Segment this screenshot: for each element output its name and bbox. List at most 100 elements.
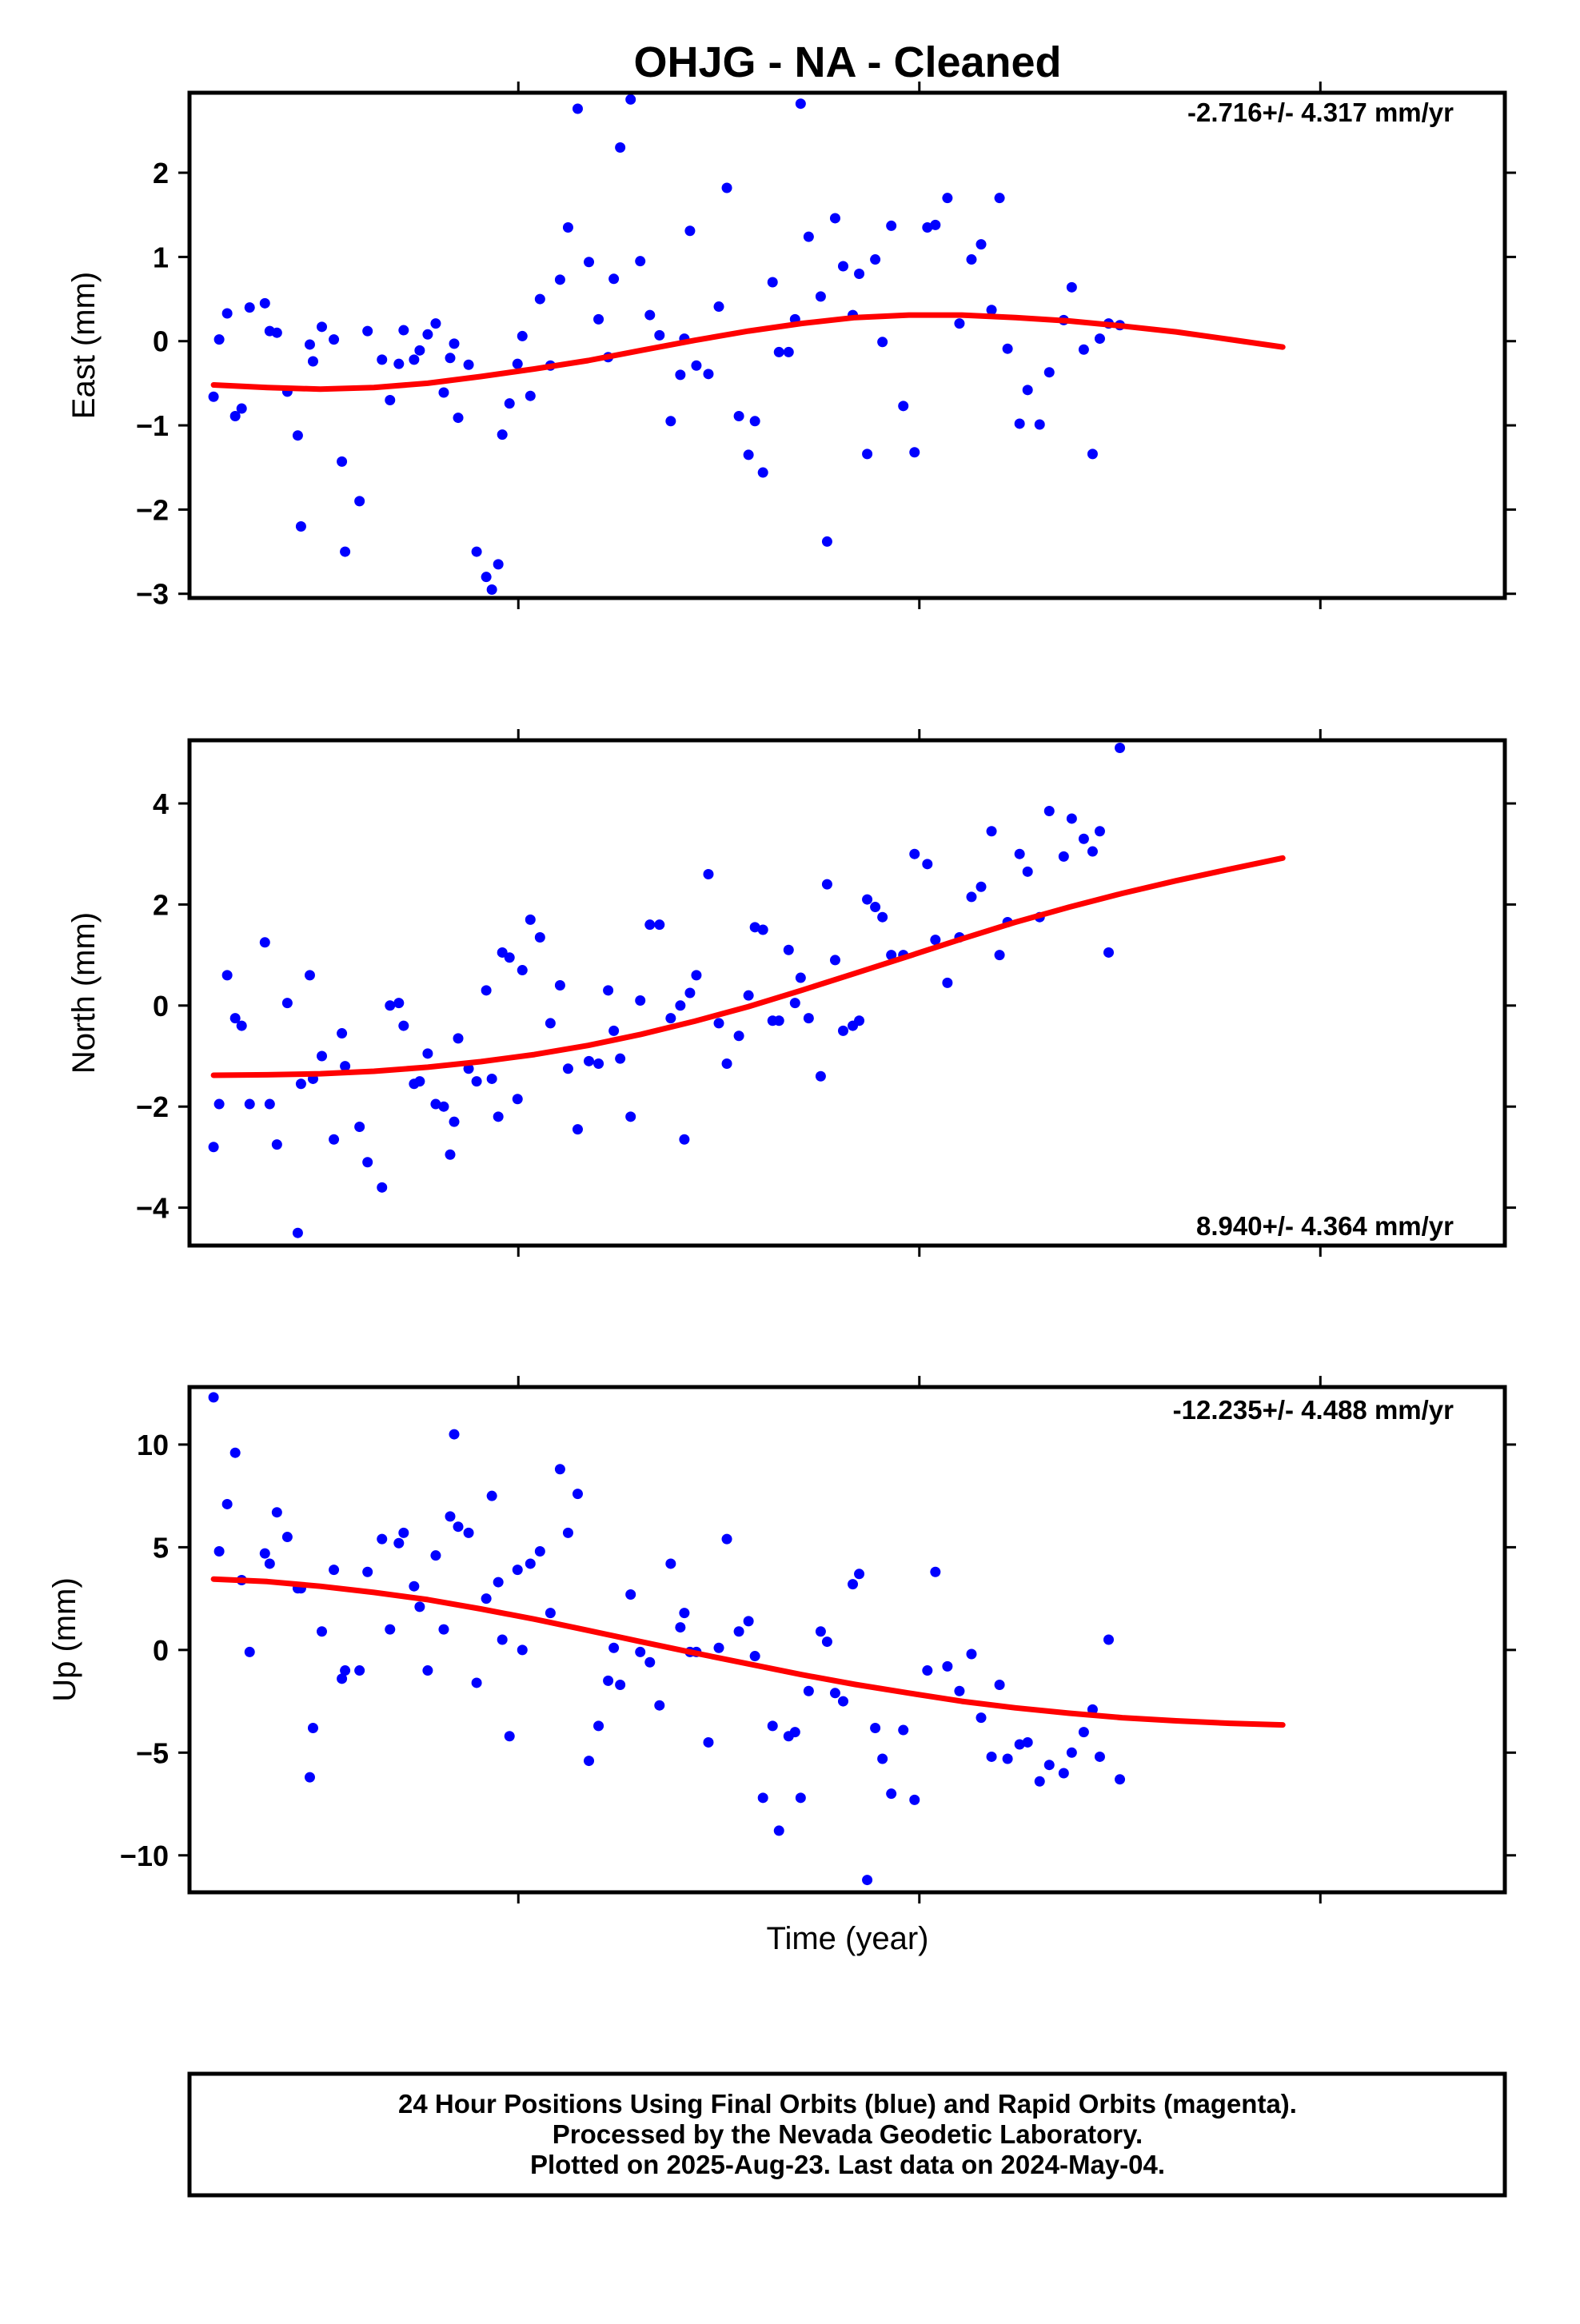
data-point <box>994 950 1005 961</box>
y-axis-label: East (mm) <box>66 272 102 419</box>
data-point <box>757 1792 768 1804</box>
data-point <box>1034 1776 1045 1787</box>
data-point <box>393 998 405 1009</box>
data-point <box>329 1565 340 1576</box>
data-point <box>449 1116 460 1127</box>
data-point <box>625 1111 636 1122</box>
data-point <box>229 1447 241 1458</box>
y-tick-label: −1 <box>136 409 169 442</box>
data-point <box>304 339 315 350</box>
data-point <box>713 1642 724 1653</box>
data-point <box>354 496 365 507</box>
data-point <box>954 1685 965 1696</box>
data-point <box>1034 419 1045 430</box>
data-point <box>942 193 953 204</box>
data-point <box>354 1121 365 1132</box>
data-point <box>1087 1704 1098 1715</box>
data-point <box>340 546 351 557</box>
data-point <box>789 998 800 1009</box>
data-point <box>615 142 626 153</box>
data-point <box>317 321 328 333</box>
data-point <box>966 1648 977 1660</box>
data-point <box>1022 866 1033 877</box>
data-point <box>815 1626 826 1637</box>
data-point <box>1066 813 1077 824</box>
data-point <box>221 1498 233 1509</box>
data-point <box>733 410 744 421</box>
data-point <box>430 1550 441 1561</box>
data-point <box>691 360 702 371</box>
data-point <box>497 429 508 440</box>
data-point <box>608 1642 620 1653</box>
data-point <box>584 257 595 268</box>
data-point <box>362 1157 373 1168</box>
data-point <box>414 1076 425 1087</box>
data-point <box>703 1736 714 1748</box>
data-point <box>829 1688 840 1699</box>
data-point <box>337 1028 348 1039</box>
footer-line-3: Plotted on 2025-Aug-23. Last data on 202… <box>530 2150 1165 2179</box>
plot-frame <box>187 1385 1507 1895</box>
data-point <box>803 1685 814 1696</box>
y-tick-label: 2 <box>153 888 169 921</box>
data-point <box>615 1680 626 1691</box>
data-point <box>572 1124 583 1135</box>
data-point <box>909 1794 920 1805</box>
data-point <box>244 302 255 313</box>
data-point <box>644 919 656 931</box>
data-point <box>679 1608 690 1619</box>
data-point <box>837 261 848 272</box>
data-point <box>795 98 806 110</box>
data-point <box>213 1546 225 1557</box>
chart-title: OHJG - NA - Cleaned <box>633 38 1061 86</box>
data-point <box>691 970 702 981</box>
data-point <box>271 1139 282 1150</box>
data-point <box>1078 344 1089 355</box>
data-point <box>930 935 941 946</box>
data-point <box>525 1558 536 1569</box>
data-point <box>703 369 714 380</box>
x-axis-label: Time (year) <box>767 1921 929 1956</box>
data-point <box>281 998 293 1009</box>
y-tick-label: 0 <box>153 990 169 1022</box>
data-point <box>721 1533 732 1545</box>
data-point <box>922 859 933 870</box>
data-point <box>635 1646 646 1657</box>
data-point <box>221 308 233 319</box>
data-point <box>362 325 373 337</box>
data-point <box>795 972 806 983</box>
data-point <box>304 1772 315 1783</box>
data-point <box>512 1094 523 1105</box>
data-point <box>994 193 1005 204</box>
data-point <box>554 1464 565 1475</box>
data-point <box>362 1566 373 1577</box>
data-point <box>829 955 840 966</box>
data-point <box>862 894 873 905</box>
data-point <box>703 868 714 879</box>
plot-frame <box>187 90 1507 600</box>
east-panel: 2 1 0 −1 −2 −3 East (mm) -2.716+/- 4.317 mm/yr <box>66 82 1516 611</box>
data-point <box>486 1073 497 1084</box>
data-point <box>1078 1727 1089 1738</box>
data-point <box>398 1527 409 1538</box>
data-point <box>593 1058 604 1069</box>
data-point <box>976 881 987 892</box>
data-point <box>385 1000 396 1011</box>
data-point <box>854 1015 865 1026</box>
data-point <box>292 1227 303 1238</box>
data-point <box>340 1665 351 1676</box>
y-axis-label: North (mm) <box>66 912 102 1074</box>
data-point <box>854 1569 865 1580</box>
data-point <box>377 1533 388 1545</box>
data-point <box>471 1076 482 1087</box>
data-point <box>1078 833 1089 844</box>
data-point <box>295 1078 306 1090</box>
data-point <box>393 1537 405 1549</box>
data-point <box>954 318 965 329</box>
data-point <box>713 301 724 313</box>
data-point <box>259 297 270 309</box>
fit-line <box>210 312 1286 393</box>
data-point <box>783 346 794 357</box>
y-tick-label: 0 <box>153 325 169 358</box>
